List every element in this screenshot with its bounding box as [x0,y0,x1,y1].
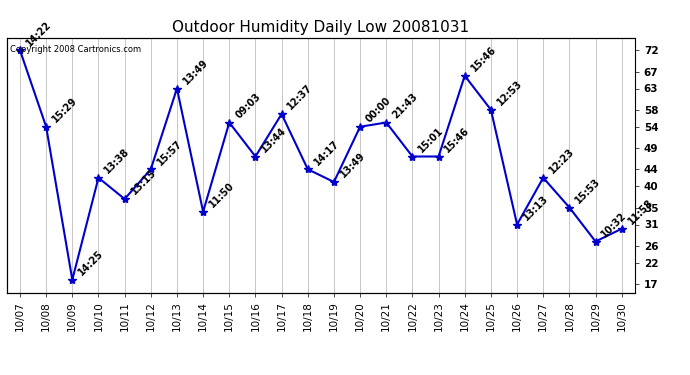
Text: 14:22: 14:22 [24,19,53,48]
Text: 12:53: 12:53 [495,79,524,108]
Text: 09:03: 09:03 [233,92,262,120]
Title: Outdoor Humidity Daily Low 20081031: Outdoor Humidity Daily Low 20081031 [172,20,469,35]
Text: 15:53: 15:53 [573,176,602,206]
Text: 11:58: 11:58 [626,198,655,226]
Text: 21:43: 21:43 [391,92,420,120]
Text: 13:44: 13:44 [259,125,288,154]
Text: 15:01: 15:01 [417,125,446,154]
Text: 13:13: 13:13 [521,194,550,222]
Text: 13:49: 13:49 [181,57,210,86]
Text: 15:46: 15:46 [469,45,498,74]
Text: 13:49: 13:49 [338,151,367,180]
Text: 10:32: 10:32 [600,210,629,239]
Text: 14:25: 14:25 [77,249,106,278]
Text: 13:38: 13:38 [103,147,132,176]
Text: 15:46: 15:46 [443,125,472,154]
Text: Copyright 2008 Cartronics.com: Copyright 2008 Cartronics.com [10,45,141,54]
Text: 15:29: 15:29 [50,96,79,124]
Text: 00:00: 00:00 [364,96,393,124]
Text: 15:57: 15:57 [155,138,184,167]
Text: 13:15: 13:15 [129,168,158,197]
Text: 14:17: 14:17 [312,138,341,167]
Text: 12:37: 12:37 [286,83,315,112]
Text: 11:50: 11:50 [207,181,236,210]
Text: 12:23: 12:23 [547,147,576,176]
